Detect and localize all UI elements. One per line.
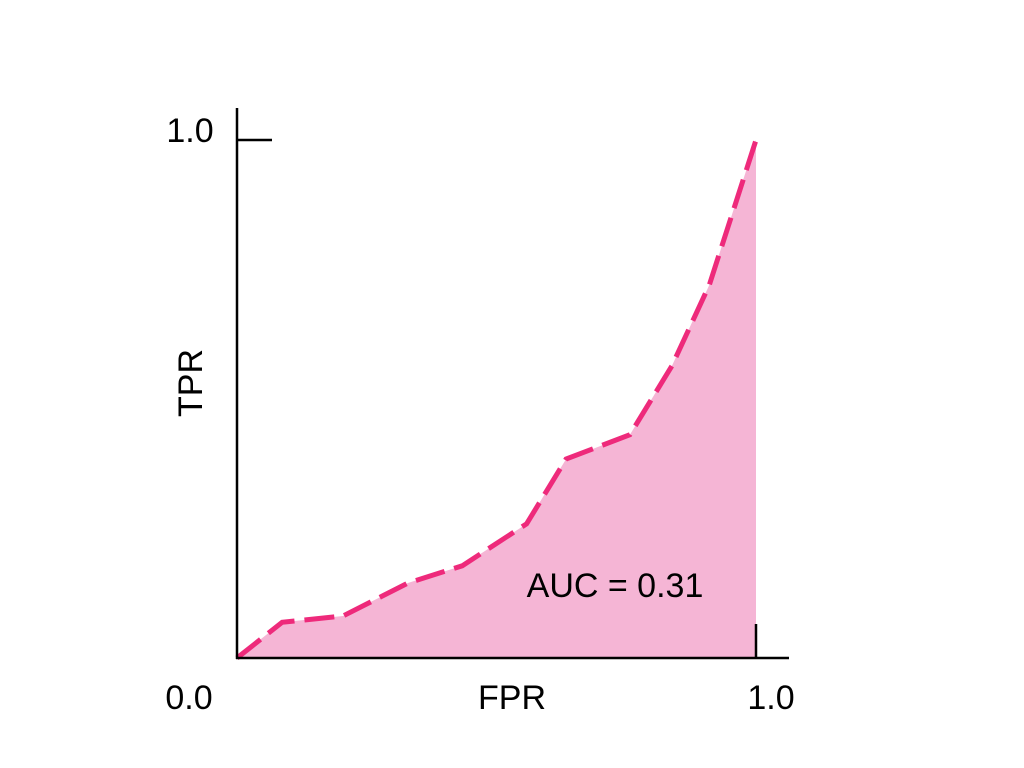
x-tick-label-1: 1.0 [747, 679, 794, 717]
auc-area [237, 140, 756, 658]
auc-annotation: AUC = 0.31 [527, 567, 704, 605]
x-axis-label: FPR [478, 679, 546, 717]
roc-curve [235, 139, 759, 660]
y-axis-label: TPR [172, 349, 210, 417]
x-tick-label-0: 0.0 [165, 679, 212, 717]
y-tick-label-1: 1.0 [166, 112, 213, 150]
